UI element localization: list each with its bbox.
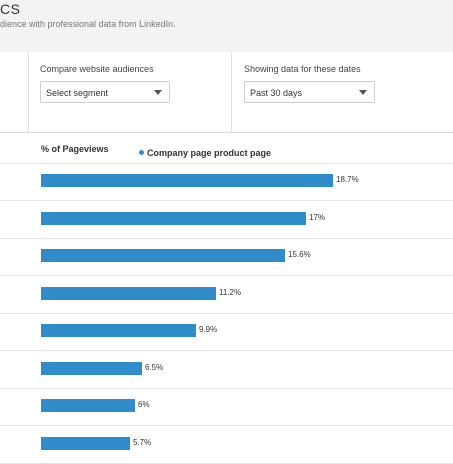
date-range-value: Past 30 days — [250, 88, 303, 98]
table-row: 17% — [0, 202, 453, 239]
page-header: CS dience with professional data from Li… — [0, 0, 453, 53]
pageviews-bar — [41, 362, 142, 375]
table-row: 9.9% — [0, 314, 453, 351]
filters-divider — [28, 52, 29, 132]
bar-value-label: 18.7% — [336, 175, 359, 184]
chevron-down-icon — [359, 90, 367, 95]
table-row: 6% — [0, 389, 453, 426]
bar-value-label: 5.7% — [133, 438, 152, 447]
pageviews-bar — [41, 212, 306, 225]
pageviews-bar — [41, 174, 333, 187]
table-row: 18.7% — [0, 164, 453, 201]
legend-dot-icon — [139, 150, 144, 156]
filters-divider — [231, 52, 232, 132]
select-segment-dropdown[interactable]: Select segment — [40, 81, 170, 103]
filters-bar: Compare website audiences Select segment… — [0, 52, 453, 133]
table-row: 5.7% — [0, 427, 453, 464]
table-row: 11.2% — [0, 277, 453, 314]
bar-value-label: 11.2% — [219, 288, 242, 297]
table-row: 6.5% — [0, 352, 453, 389]
bar-value-label: 9.9% — [199, 325, 218, 334]
page-subtitle: dience with professional data from Linke… — [0, 19, 176, 29]
pageviews-bar — [41, 324, 196, 337]
page-title: CS — [0, 1, 21, 17]
pageviews-bar — [41, 399, 135, 412]
chevron-down-icon — [154, 90, 162, 95]
chart-header: % of Pageviews Company page product page — [0, 133, 453, 164]
pageviews-bar — [41, 287, 216, 300]
pageviews-column-header: % of Pageviews — [41, 144, 109, 154]
compare-audiences-label: Compare website audiences — [40, 64, 154, 74]
select-segment-value: Select segment — [46, 88, 109, 98]
table-row: 15.6% — [0, 239, 453, 276]
pageviews-bar-chart: 18.7% 17% 15.6% 11.2% 9.9% 6.5% 6% 5.7% — [0, 164, 453, 464]
date-range-dropdown[interactable]: Past 30 days — [244, 81, 375, 103]
chart-legend: Company page product page — [139, 144, 271, 158]
bar-value-label: 15.6% — [288, 250, 311, 259]
date-range-label: Showing data for these dates — [244, 64, 361, 74]
pageviews-bar — [41, 249, 285, 262]
bar-value-label: 17% — [309, 213, 326, 222]
bar-value-label: 6.5% — [145, 363, 164, 372]
pageviews-bar — [41, 437, 130, 450]
legend-label: Company page product page — [147, 147, 272, 158]
bar-value-label: 6% — [138, 400, 150, 409]
